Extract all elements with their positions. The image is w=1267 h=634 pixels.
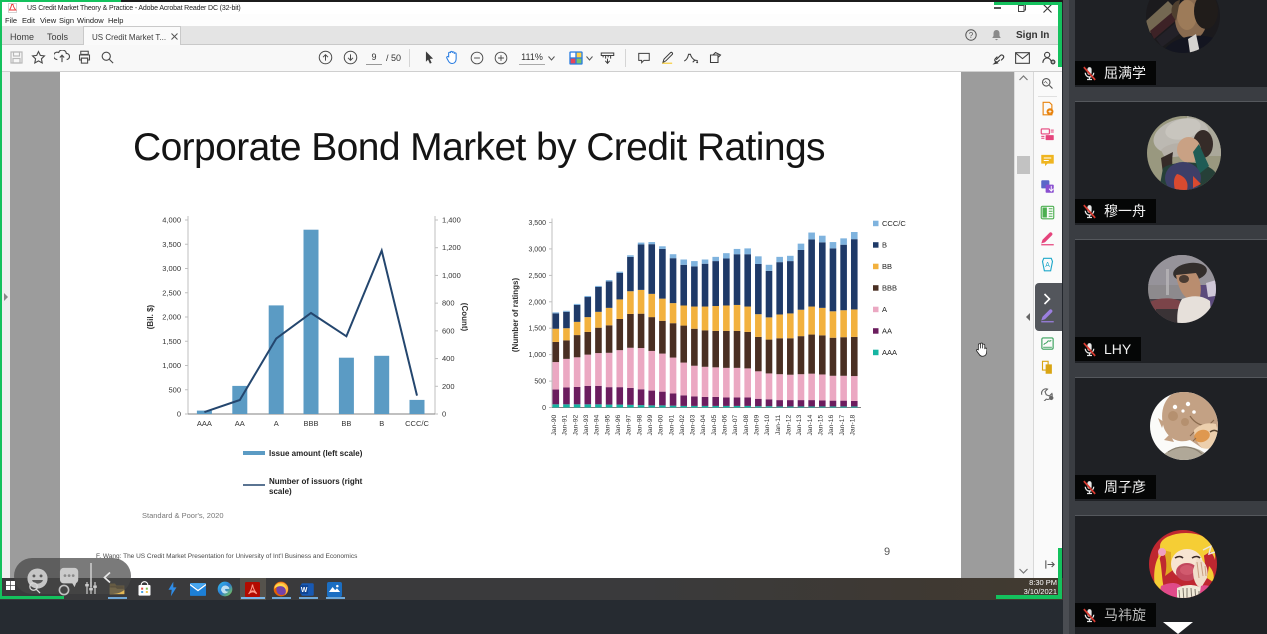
- svg-text:BBB: BBB: [303, 419, 318, 428]
- svg-text:Jan-15: Jan-15: [818, 414, 825, 435]
- svg-text:A: A: [1045, 262, 1050, 269]
- svg-text:3,000: 3,000: [528, 246, 546, 253]
- svg-text:Jan-12: Jan-12: [786, 414, 793, 435]
- svg-text:0: 0: [442, 410, 446, 419]
- svg-text:BB: BB: [882, 262, 892, 271]
- svg-text:4,000: 4,000: [162, 216, 181, 225]
- svg-text:3,000: 3,000: [162, 264, 181, 273]
- svg-text:(Count): (Count): [460, 303, 469, 332]
- svg-text:Jan-11: Jan-11: [775, 414, 782, 434]
- svg-text:1,000: 1,000: [162, 361, 181, 370]
- svg-text:Jan-06: Jan-06: [722, 414, 729, 435]
- svg-text:1,400: 1,400: [442, 216, 461, 225]
- svg-text:Jan-94: Jan-94: [594, 414, 601, 435]
- svg-text:Jan-93: Jan-93: [583, 414, 590, 435]
- svg-text:Jan-01: Jan-01: [668, 414, 675, 435]
- svg-text:A: A: [274, 419, 279, 428]
- svg-text:2,000: 2,000: [162, 313, 181, 322]
- svg-text:Jan-13: Jan-13: [796, 414, 803, 435]
- svg-text:Jan-07: Jan-07: [732, 414, 739, 435]
- svg-text:Jan-09: Jan-09: [754, 414, 761, 435]
- svg-text:Jan-98: Jan-98: [636, 414, 643, 435]
- svg-text:scale): scale): [269, 487, 292, 496]
- svg-text:2,000: 2,000: [528, 299, 546, 306]
- svg-text:Issue amount (left scale): Issue amount (left scale): [269, 449, 363, 458]
- svg-text:B: B: [882, 241, 887, 250]
- svg-text:Jan-02: Jan-02: [679, 414, 686, 435]
- svg-text:600: 600: [442, 326, 455, 335]
- svg-text:Jan-05: Jan-05: [711, 414, 718, 435]
- svg-text:Jan-90: Jan-90: [551, 414, 558, 435]
- svg-text:B: B: [379, 419, 384, 428]
- svg-text:Jan-14: Jan-14: [807, 414, 814, 435]
- svg-text:AAA: AAA: [882, 348, 897, 357]
- svg-text:CCC/C: CCC/C: [882, 219, 906, 228]
- svg-text:W: W: [301, 587, 308, 594]
- svg-text:CCC/C: CCC/C: [405, 419, 429, 428]
- svg-text:Jan-97: Jan-97: [626, 414, 633, 435]
- svg-text:800: 800: [442, 299, 455, 308]
- svg-text:3,500: 3,500: [528, 220, 546, 227]
- svg-text:2,500: 2,500: [162, 288, 181, 297]
- svg-text:1,000: 1,000: [528, 352, 546, 359]
- svg-text:Jan-95: Jan-95: [604, 414, 611, 435]
- svg-text:1,500: 1,500: [528, 326, 546, 333]
- svg-text:0: 0: [177, 410, 181, 419]
- svg-text:AAA: AAA: [197, 419, 212, 428]
- svg-text:(Number of ratings): (Number of ratings): [511, 278, 520, 353]
- svg-text:(Bil. $): (Bil. $): [146, 304, 155, 329]
- svg-text:Jan-16: Jan-16: [828, 414, 835, 435]
- svg-text:Jan-99: Jan-99: [647, 414, 654, 435]
- svg-text:1,500: 1,500: [162, 337, 181, 346]
- svg-text:Jan-10: Jan-10: [764, 414, 771, 435]
- svg-text:3,500: 3,500: [162, 240, 181, 249]
- svg-text:Jan-03: Jan-03: [690, 414, 697, 435]
- svg-text:Jan-00: Jan-00: [658, 414, 665, 435]
- svg-text:1,200: 1,200: [442, 243, 461, 252]
- svg-text:0: 0: [542, 405, 546, 412]
- svg-text:500: 500: [534, 379, 546, 386]
- svg-text:400: 400: [442, 354, 455, 363]
- svg-text:500: 500: [168, 385, 181, 394]
- svg-text:Jan-18: Jan-18: [850, 414, 857, 435]
- svg-text:Jan-91: Jan-91: [562, 414, 569, 435]
- svg-text:BB: BB: [341, 419, 351, 428]
- svg-text:Number of issuors (right: Number of issuors (right: [269, 477, 363, 486]
- svg-text:?: ?: [969, 31, 974, 40]
- svg-text:200: 200: [442, 382, 455, 391]
- svg-text:A: A: [882, 305, 887, 314]
- svg-text:1,000: 1,000: [442, 271, 461, 280]
- svg-text:AA: AA: [882, 327, 892, 336]
- svg-text:Jan-96: Jan-96: [615, 414, 622, 435]
- svg-text:BBB: BBB: [882, 284, 897, 293]
- svg-text:Jan-04: Jan-04: [700, 414, 707, 435]
- svg-text:2,500: 2,500: [528, 273, 546, 280]
- svg-text:AA: AA: [235, 419, 245, 428]
- svg-text:Jan-08: Jan-08: [743, 414, 750, 435]
- svg-text:Jan-17: Jan-17: [839, 414, 846, 435]
- svg-text:Jan-92: Jan-92: [572, 414, 579, 435]
